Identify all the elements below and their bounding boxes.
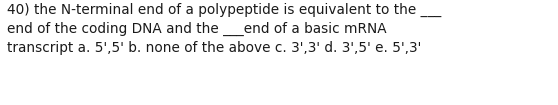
Text: 40) the N-terminal end of a polypeptide is equivalent to the ___
end of the codi: 40) the N-terminal end of a polypeptide …: [7, 3, 441, 55]
